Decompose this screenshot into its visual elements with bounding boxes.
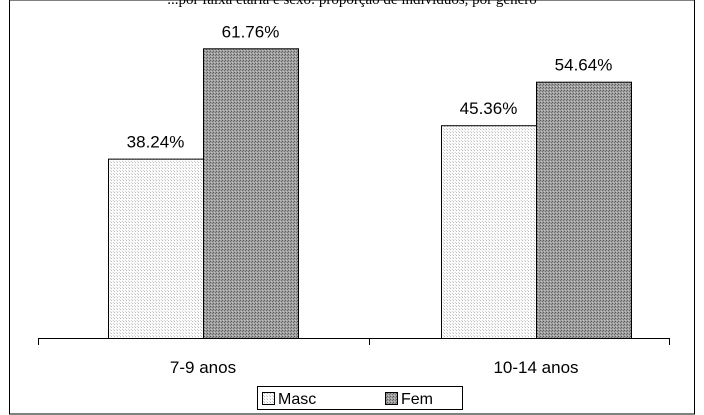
data-label-masc-2: 45.36% xyxy=(460,99,518,118)
data-labels-group: 38.24% 61.76% 45.36% 54.64% xyxy=(127,22,613,151)
data-label-fem-2: 54.64% xyxy=(555,56,613,75)
x-tick-labels: 7-9 anos 10-14 anos xyxy=(170,358,579,377)
x-tick-label-1: 7-9 anos xyxy=(170,358,236,377)
legend-swatch-fem xyxy=(385,392,398,405)
data-label-fem-1: 61.76% xyxy=(222,22,280,41)
bar-fem-1 xyxy=(203,48,299,339)
bar-fem-2 xyxy=(536,81,632,339)
chart-title: ...por faixa etária e sexo: proporção de… xyxy=(167,0,536,8)
legend: Masc Fem xyxy=(257,386,463,410)
x-tick-label-2: 10-14 anos xyxy=(493,358,578,377)
data-label-masc-1: 38.24% xyxy=(127,133,185,152)
chart-border xyxy=(9,0,695,415)
bars-group xyxy=(108,48,632,339)
legend-box xyxy=(257,386,463,410)
legend-label-masc: Masc xyxy=(278,391,316,408)
legend-swatch-masc xyxy=(262,392,275,405)
bar-masc-1 xyxy=(108,158,204,339)
legend-label-fem: Fem xyxy=(401,391,433,408)
bar-masc-2 xyxy=(441,125,537,339)
